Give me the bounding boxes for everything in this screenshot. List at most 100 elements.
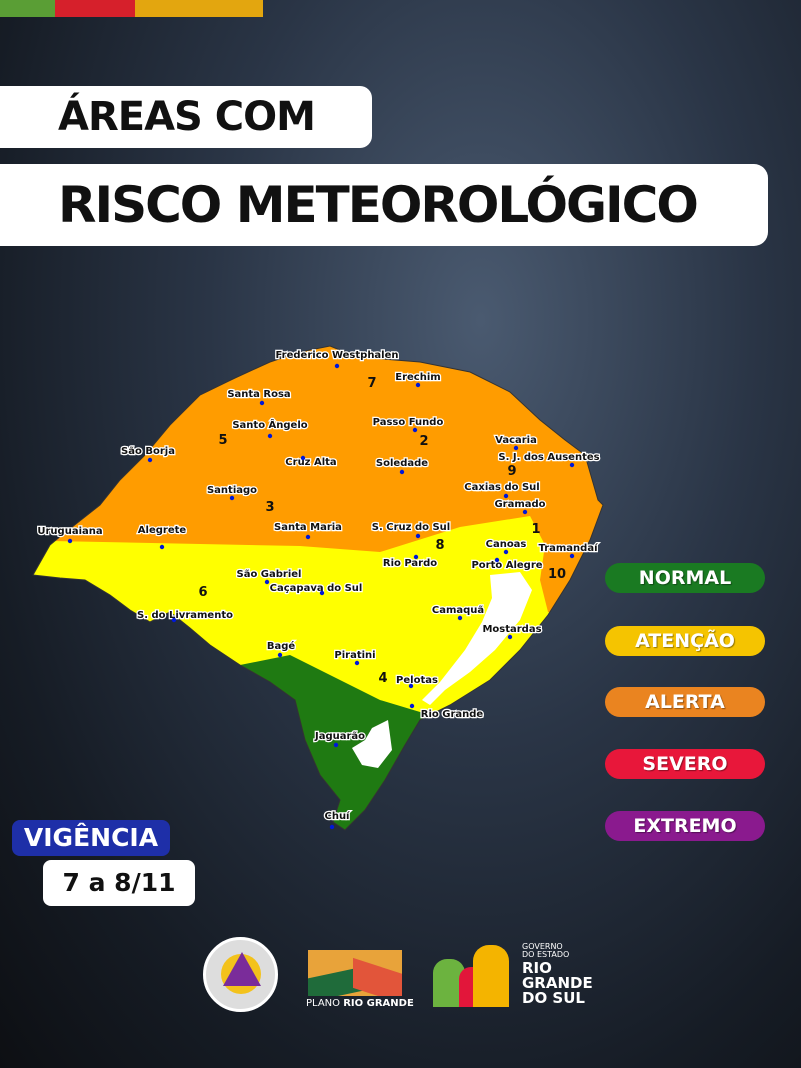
city-marker <box>569 462 575 468</box>
city-marker <box>513 445 519 451</box>
city-label: Canoas <box>486 539 527 550</box>
city-label: São Gabriel <box>237 569 302 580</box>
region-number: 8 <box>435 538 444 553</box>
city-label: Alegrete <box>138 525 187 536</box>
city-marker <box>522 509 528 515</box>
city-marker <box>507 634 513 640</box>
title-line-1: ÁREAS COM <box>0 86 372 148</box>
city-marker <box>147 457 153 463</box>
plano-prefix: PLANO <box>306 998 341 1009</box>
legend-alerta: ALERTA <box>605 687 765 717</box>
city-marker <box>329 824 335 830</box>
region-number: 4 <box>378 671 387 686</box>
city-label: Bagé <box>267 640 296 652</box>
city-label: Cruz Alta <box>285 457 336 468</box>
region-number: 10 <box>548 567 566 582</box>
city-marker <box>399 469 405 475</box>
city-marker <box>409 703 415 709</box>
region-number: 7 <box>367 376 376 391</box>
city-label: S. Cruz do Sul <box>372 522 450 533</box>
legend-normal: NORMAL <box>605 563 765 593</box>
city-label: Tramandaí <box>538 542 598 554</box>
city-marker <box>413 554 419 560</box>
city-marker <box>415 382 421 388</box>
stripe-red <box>55 0 135 17</box>
legend-extremo: EXTREMO <box>605 811 765 841</box>
validity-label: VIGÊNCIA <box>12 820 170 856</box>
city-marker <box>334 363 340 369</box>
region-number: 9 <box>507 464 516 479</box>
plano-name: RIO GRANDE <box>343 998 414 1009</box>
city-label: São Borja <box>121 446 175 457</box>
city-label: Santa Maria <box>274 522 342 533</box>
city-label: Santa Rosa <box>227 389 290 400</box>
city-label: Camaquã <box>432 605 484 616</box>
city-label: Uruguaiana <box>37 526 102 537</box>
city-label: S. J. dos Ausentes <box>498 452 599 463</box>
city-marker <box>569 553 575 559</box>
city-label: Rio Pardo <box>383 558 437 569</box>
city-label: Soledade <box>376 458 428 469</box>
region-number: 2 <box>419 434 428 449</box>
city-marker <box>171 617 177 623</box>
lagoa-mirim <box>352 720 392 768</box>
city-label: Erechim <box>395 372 440 383</box>
plano-rio-grande-logo <box>308 950 402 996</box>
legend-atencao: ATENÇÃO <box>605 626 765 656</box>
title-line-2: RISCO METEOROLÓGICO <box>0 164 768 246</box>
lagoa-dos-patos <box>422 572 532 705</box>
gov-line-2: GRANDE <box>522 974 593 992</box>
city-label: Santiago <box>207 485 257 496</box>
city-marker <box>333 742 339 748</box>
city-label: Mostardas <box>482 624 541 635</box>
region-number: 6 <box>198 585 207 600</box>
color-stripe <box>0 0 263 17</box>
region-number: 3 <box>265 500 274 515</box>
city-marker <box>229 495 235 501</box>
city-marker <box>67 538 73 544</box>
city-marker <box>354 660 360 666</box>
city-label: Frederico Westphalen <box>275 350 398 361</box>
gov-small-2: DO ESTADO <box>522 950 570 959</box>
city-label: Rio Grande <box>421 709 484 720</box>
city-marker <box>408 683 414 689</box>
region-number: 5 <box>218 433 227 448</box>
city-marker <box>159 544 165 550</box>
city-label: Gramado <box>494 499 545 510</box>
city-marker <box>300 455 306 461</box>
city-marker <box>264 579 270 585</box>
city-marker <box>503 549 509 555</box>
city-marker <box>319 590 325 596</box>
city-label: Porto Alegre <box>471 560 542 571</box>
city-marker <box>412 427 418 433</box>
city-marker <box>259 400 265 406</box>
city-label: Chuí <box>324 810 350 822</box>
city-marker <box>457 615 463 621</box>
city-label: Piratini <box>334 650 375 661</box>
gov-small-1: GOVERNO <box>522 942 563 951</box>
region-number: 1 <box>531 522 540 537</box>
stripe-yellow <box>135 0 263 17</box>
city-label: Santo Ângelo <box>232 418 307 431</box>
city-marker <box>277 652 283 658</box>
city-marker <box>267 433 273 439</box>
city-label: Pelotas <box>396 675 438 686</box>
city-label: Caçapava do Sul <box>270 583 363 594</box>
city-marker <box>503 493 509 499</box>
gov-line-3: DO SUL <box>522 989 585 1007</box>
city-label: Vacaria <box>495 435 537 446</box>
defesa-civil-logo <box>203 937 278 1012</box>
gov-line-1: RIO <box>522 959 552 977</box>
city-label: Passo Fundo <box>373 417 444 428</box>
stripe-green <box>0 0 55 17</box>
city-label: Caxias do Sul <box>464 482 539 493</box>
city-marker <box>305 534 311 540</box>
governo-text: GOVERNO DO ESTADO RIO GRANDE DO SUL <box>522 943 593 1006</box>
legend-severo: SEVERO <box>605 749 765 779</box>
governo-rs-logo <box>433 945 513 1007</box>
city-label: Jaguarão <box>314 731 365 742</box>
city-marker <box>415 533 421 539</box>
plano-logo-text: PLANO RIO GRANDE <box>306 998 414 1009</box>
city-marker <box>494 557 500 563</box>
